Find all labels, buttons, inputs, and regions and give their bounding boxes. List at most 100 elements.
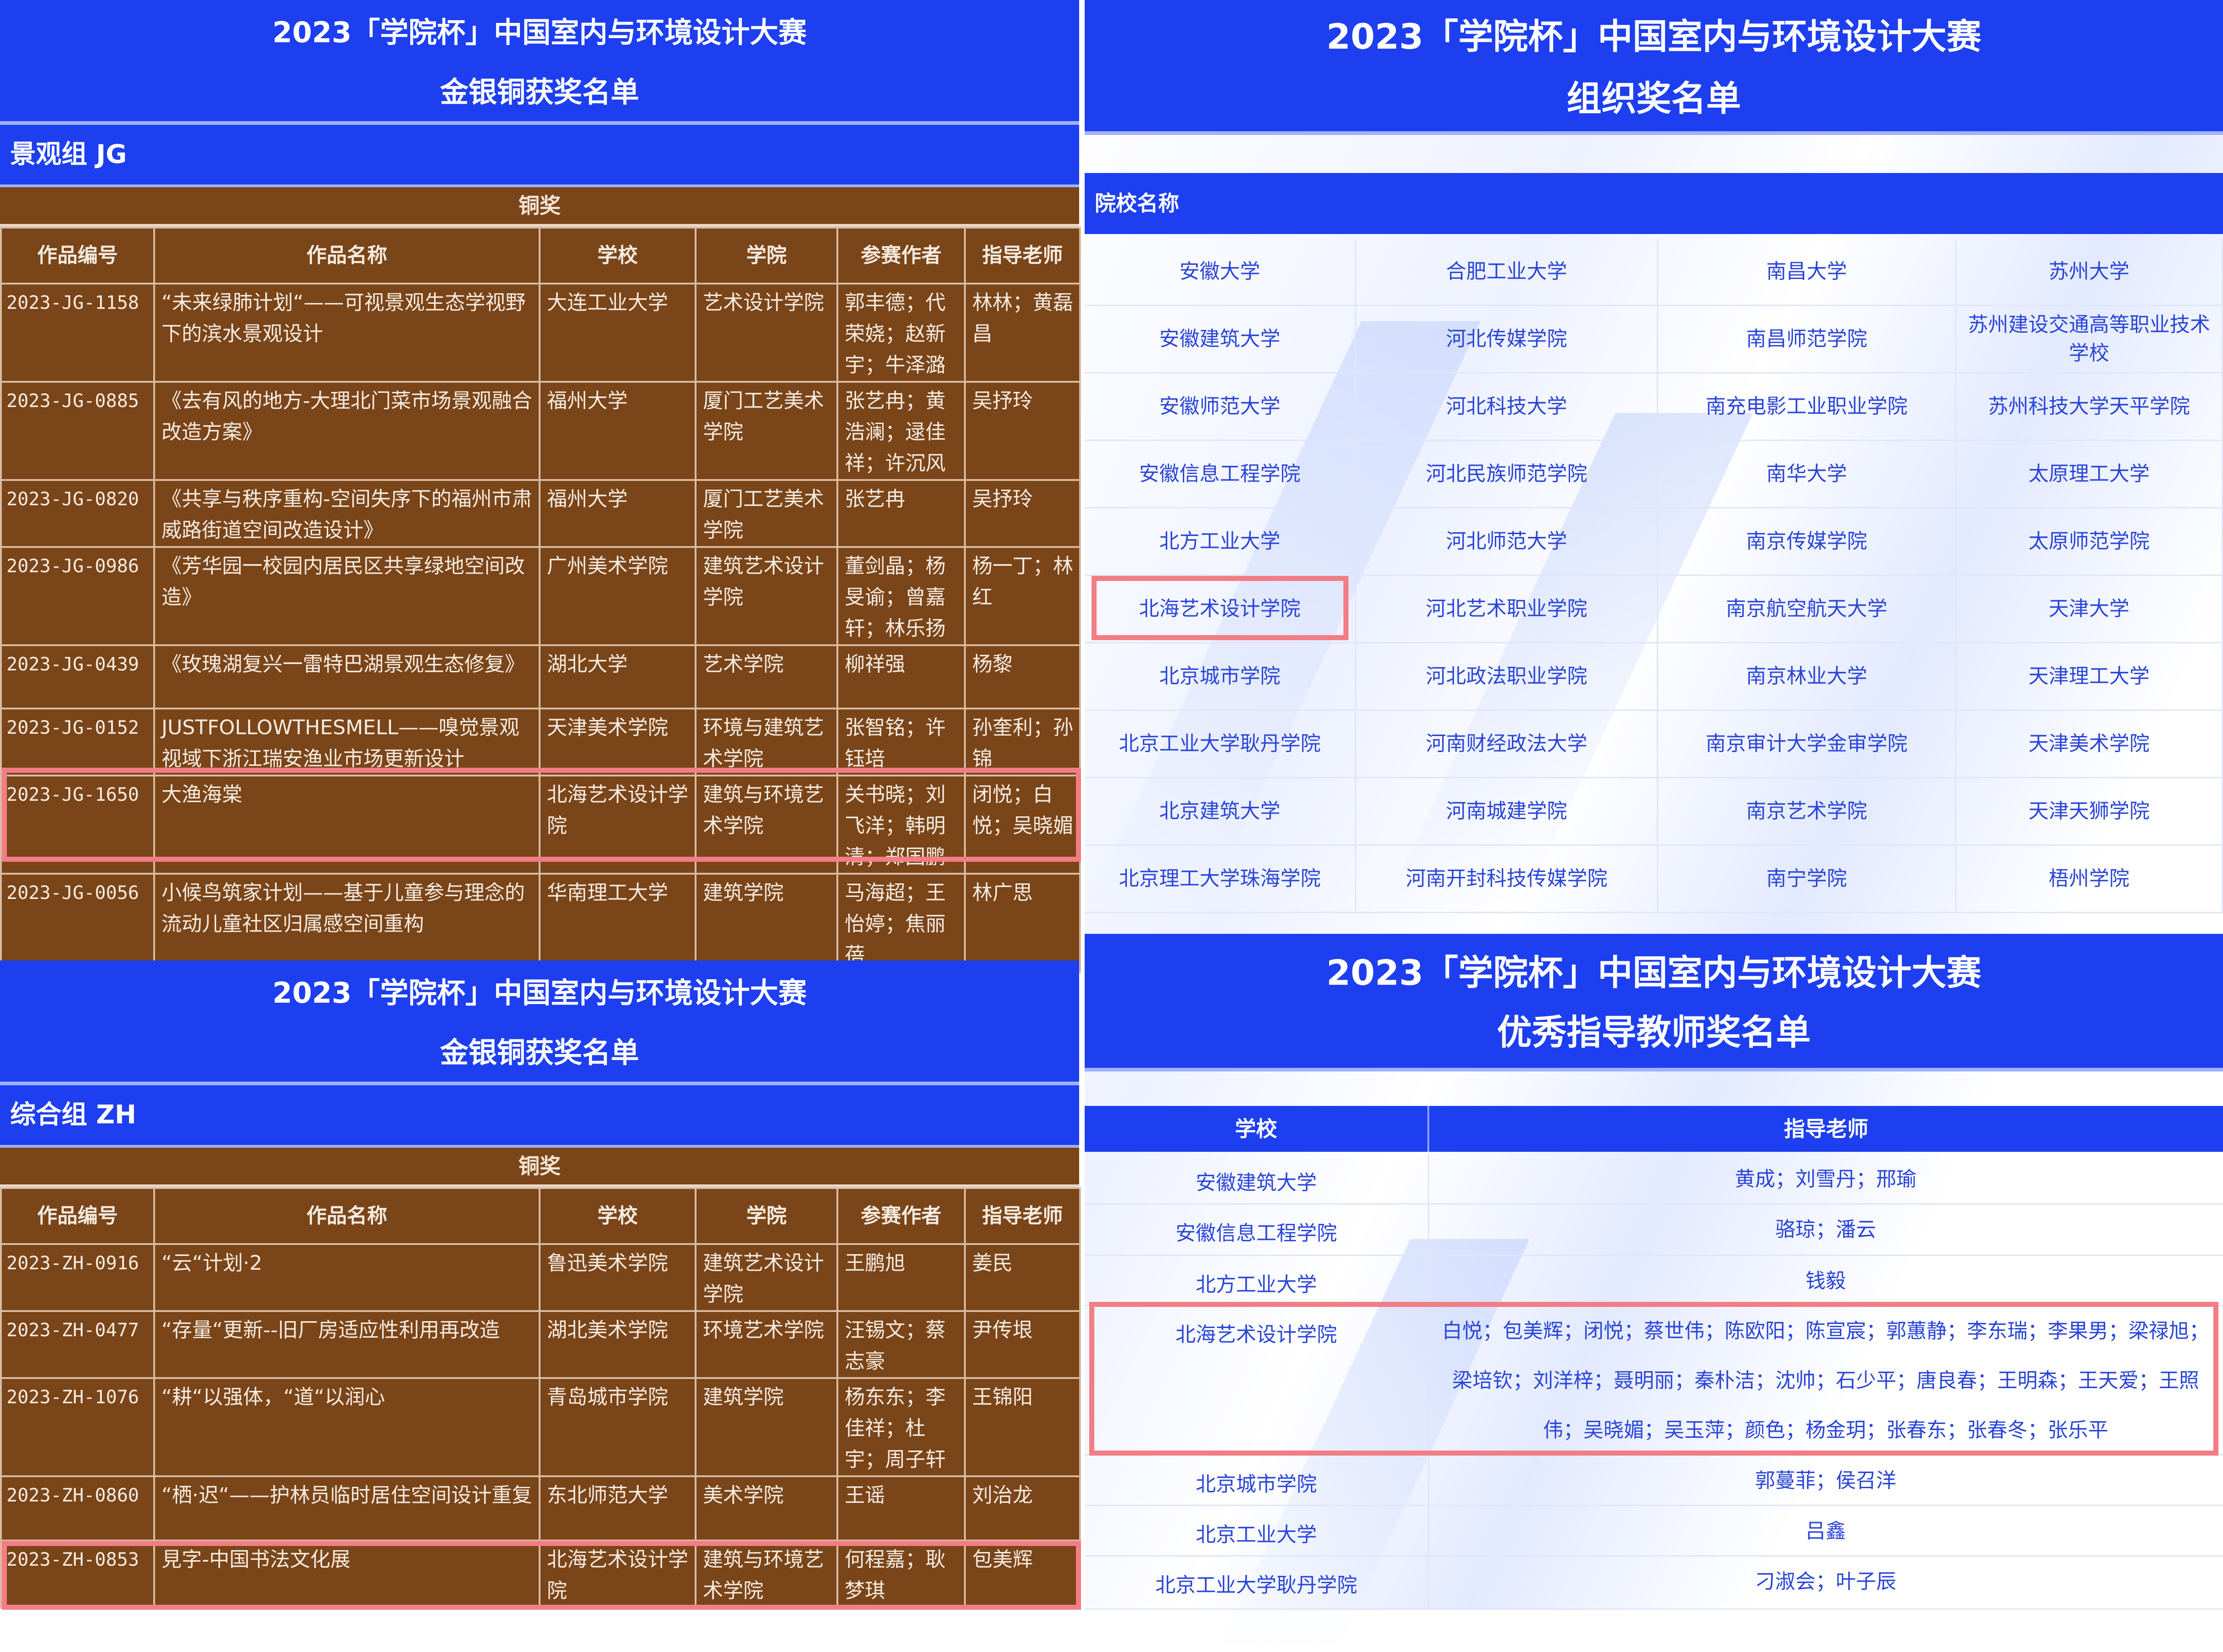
entry-advisor: 林广思 bbox=[964, 873, 1081, 973]
entry-college: 建筑学院 bbox=[695, 1377, 838, 1477]
award-level: 铜奖 bbox=[0, 1148, 1079, 1187]
entry-id: 2023-ZH-0477 bbox=[0, 1310, 155, 1379]
entry-college: 建筑与环境艺术学院 bbox=[695, 775, 838, 875]
org-school-name: 南昌师范学院 bbox=[1658, 306, 1956, 374]
org-school-name: 北京建筑大学 bbox=[1085, 778, 1356, 846]
org-school-name: 梧州学院 bbox=[1956, 846, 2223, 913]
teacher-table-body: 安徽建筑大学 黄成；刘雪丹；邢瑜 安徽信息工程学院 骆琼；潘云 北方工业大学 钱毅 北海艺术… bbox=[1085, 1154, 2223, 1610]
entry-id: 2023-JG-1158 bbox=[0, 283, 155, 383]
entry-school: 鲁迅美术学院 bbox=[539, 1243, 696, 1312]
entry-school: 华南理工大学 bbox=[539, 873, 696, 973]
org-school-name: 天津大学 bbox=[1956, 576, 2223, 643]
org-school-grid: 安徽大学 合肥工业大学 南昌大学 苏州大学 安徽建筑大学 河北传媒学院 南昌师范学院 苏州建设… bbox=[1085, 239, 2223, 913]
entry-title: 《共享与秩序重构-空间失序下的福州市肃威路街道空间改造设计》 bbox=[153, 479, 540, 548]
column-header: 学院 bbox=[695, 227, 838, 285]
entry-id: 2023-JG-0439 bbox=[0, 644, 155, 709]
org-school-name: 河北艺术职业学院 bbox=[1356, 576, 1658, 643]
column-header: 作品名称 bbox=[153, 227, 540, 285]
column-header: 指导老师 bbox=[964, 1187, 1081, 1245]
entry-college: 厦门工艺美术学院 bbox=[695, 479, 838, 548]
table-row: 2023-ZH-0853 見字-中国书法文化展 北海艺术设计学院 建筑与环境艺术学院何… bbox=[0, 1540, 1081, 1609]
entry-college: 建筑艺术设计学院 bbox=[695, 546, 838, 646]
entry-authors: 董剑晶；杨旻谕；曾嘉轩；林乐扬 bbox=[836, 546, 966, 646]
teacher-school: 北方工业大学 bbox=[1085, 1256, 1429, 1305]
org-school-name: 北京工业大学耿丹学院 bbox=[1085, 711, 1356, 778]
column-header: 学校 bbox=[539, 227, 696, 285]
teacher-names: 白悦；包美辉；闭悦；蔡世伟；陈欧阳；陈宣宸；郭蕙静；李东瑞；李果男；梁禄旭；梁培… bbox=[1442, 1319, 2209, 1442]
entry-advisor: 包美辉 bbox=[964, 1540, 1081, 1609]
org-school-name: 太原师范学院 bbox=[1956, 508, 2223, 576]
group-label: 综合组 ZH bbox=[0, 1085, 1079, 1148]
entry-title: 《芳华园一校园内居民区共享绿地空间改造》 bbox=[153, 546, 540, 646]
section-title: 2023「学院杯」中国室内与环境设计大赛 bbox=[272, 976, 807, 1010]
entry-title: “栖·迟“——护林员临时居住空间设计重复 bbox=[153, 1475, 540, 1541]
table-row: 2023-JG-0439 《玫瑰湖复兴一雷特巴湖景观生态修复》 湖北大学 艺术学院 柳祥… bbox=[0, 644, 1081, 709]
org-column-header: 院校名称 bbox=[1085, 173, 2223, 234]
column-header: 作品名称 bbox=[153, 1187, 540, 1245]
entry-title: “存量“更新--旧厂房适应性利用再改造 bbox=[153, 1310, 540, 1379]
teacher-school: 安徽建筑大学 bbox=[1085, 1154, 1429, 1203]
column-header: 参赛作者 bbox=[836, 1187, 966, 1245]
org-award-header: 2023「学院杯」中国室内与环境设计大赛 组织奖名单 bbox=[1085, 0, 2223, 135]
org-award-title: 2023「学院杯」中国室内与环境设计大赛 bbox=[1326, 16, 1982, 57]
table-row: 2023-JG-0056 小候鸟筑家计划——基于儿童参与理念的流动儿童社区归属感空… bbox=[0, 873, 1081, 973]
entry-college: 美术学院 bbox=[695, 1475, 838, 1541]
table-row: 2023-ZH-0477 “存量“更新--旧厂房适应性利用再改造 湖北美术学院 环境艺… bbox=[0, 1310, 1081, 1379]
entry-school: 福州大学 bbox=[539, 479, 696, 548]
award-list-panel: 2023「学院杯」中国室内与环境设计大赛 组织奖名单 院校名称 安徽大学 合肥工业… bbox=[1083, 0, 2223, 1652]
teacher-row: 北京工业大学 吕鑫 bbox=[1085, 1506, 2223, 1557]
entry-school: 湖北美术学院 bbox=[539, 1310, 696, 1379]
org-school-name: 河南财经政法大学 bbox=[1356, 711, 1658, 778]
entry-authors: 马海超；王怡婷；焦丽蓓 bbox=[836, 873, 966, 973]
entry-school: 青岛城市学院 bbox=[539, 1377, 696, 1477]
entry-college: 建筑学院 bbox=[695, 873, 838, 973]
entry-advisor: 姜民 bbox=[964, 1243, 1081, 1312]
entry-id: 2023-JG-0885 bbox=[0, 381, 155, 481]
entry-authors: 柳祥强 bbox=[836, 644, 966, 709]
entry-school: 湖北大学 bbox=[539, 644, 696, 709]
teacher-names: 黄成；刘雪丹；邢瑜 bbox=[1735, 1167, 1917, 1191]
teacher-school: 安徽信息工程学院 bbox=[1085, 1205, 1429, 1255]
table-row: 2023-JG-0152 JUSTFOLLOWTHESMELL——嗅觉景观视域下浙… bbox=[0, 708, 1081, 776]
entry-school: 广州美术学院 bbox=[539, 546, 696, 646]
entry-authors: 郭丰德；代荣娆；赵新宇；牛泽潞 bbox=[836, 283, 966, 383]
entry-advisor: 尹传垠 bbox=[964, 1310, 1081, 1379]
org-school-name: 太原理工大学 bbox=[1956, 441, 2223, 508]
org-school-name: 南华大学 bbox=[1658, 441, 1956, 508]
section-header: 2023「学院杯」中国室内与环境设计大赛 金银铜获奖名单 bbox=[0, 0, 1079, 125]
column-header: 学校 bbox=[539, 1187, 696, 1245]
table-row: 2023-JG-0885 《去有风的地方-大理北门菜市场景观融合改造方案》 福州大学… bbox=[0, 381, 1081, 481]
entry-authors: 王鹏旭 bbox=[836, 1243, 966, 1312]
entry-authors: 张艺冉；黄浩澜；逯佳祥；许沉风 bbox=[836, 381, 966, 481]
column-header: 指导老师 bbox=[964, 227, 1081, 285]
entry-id: 2023-JG-0986 bbox=[0, 546, 155, 646]
award-section: 2023「学院杯」中国室内与环境设计大赛 金银铜获奖名单 综合组 ZH 铜奖 作品编号作… bbox=[0, 960, 1081, 1609]
table-row: 2023-ZH-1076 “耕“以强体，“道“以润心 青岛城市学院 建筑学院 杨东东；李… bbox=[0, 1377, 1081, 1477]
entry-college: 建筑艺术设计学院 bbox=[695, 1243, 838, 1312]
entry-school: 北海艺术设计学院 bbox=[539, 1540, 696, 1609]
table-row: 2023-ZH-0916 “云“计划·2 鲁迅美术学院 建筑艺术设计学院 王鹏旭 姜民 bbox=[0, 1243, 1081, 1312]
entry-advisor: 王锦阳 bbox=[964, 1377, 1081, 1477]
org-school-name: 河北师范大学 bbox=[1356, 508, 1658, 576]
column-header: 学院 bbox=[695, 1187, 838, 1245]
entry-advisor: 吴抒玲 bbox=[964, 479, 1081, 548]
teacher-names: 骆琼；潘云 bbox=[1775, 1218, 1876, 1241]
teacher-row: 北方工业大学 钱毅 bbox=[1085, 1256, 2223, 1306]
entry-school: 大连工业大学 bbox=[539, 283, 696, 383]
entry-title: JUSTFOLLOWTHESMELL——嗅觉景观视域下浙江瑞安渔业市场更新设计 bbox=[153, 708, 540, 776]
org-school-name: 北京理工大学珠海学院 bbox=[1085, 846, 1356, 913]
winners-table: 作品编号 作品名称 学校 学院 参赛作者 指导老师 2023-ZH-0916 “云“计划·2 鲁… bbox=[0, 1187, 1081, 1609]
award-section: 2023「学院杯」中国室内与环境设计大赛 金银铜获奖名单 景观组 JG 铜奖 作品编号作… bbox=[0, 0, 1081, 973]
entry-id: 2023-ZH-0853 bbox=[0, 1540, 155, 1609]
org-school-name: 安徽信息工程学院 bbox=[1085, 441, 1356, 508]
entry-title: 《玫瑰湖复兴一雷特巴湖景观生态修复》 bbox=[153, 644, 540, 709]
entry-title: 《去有风的地方-大理北门菜市场景观融合改造方案》 bbox=[153, 381, 540, 481]
column-header: 参赛作者 bbox=[836, 227, 966, 285]
entry-id: 2023-ZH-0916 bbox=[0, 1243, 155, 1312]
entry-college: 环境与建筑艺术学院 bbox=[695, 708, 838, 776]
entry-school: 北海艺术设计学院 bbox=[539, 775, 696, 875]
entry-advisor: 孙奎利；孙锦 bbox=[964, 708, 1081, 776]
entry-authors: 汪锡文；蔡志豪 bbox=[836, 1310, 966, 1379]
group-label: 景观组 JG bbox=[0, 125, 1079, 187]
org-school-name: 河北民族师范学院 bbox=[1356, 441, 1658, 508]
